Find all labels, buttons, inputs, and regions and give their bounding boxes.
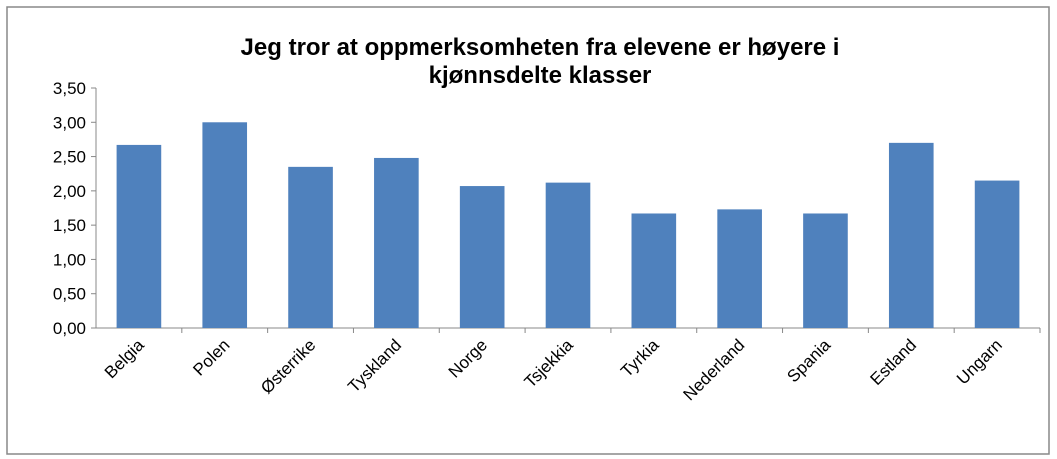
bar [374, 157, 419, 328]
y-tick-label: 1,50 [53, 216, 86, 235]
bar [717, 209, 762, 328]
bar [288, 166, 333, 328]
chart-border [6, 6, 1050, 455]
y-tick-label: 0,00 [53, 319, 86, 338]
bar [631, 213, 677, 328]
y-tick-label: 0,50 [53, 285, 86, 304]
y-tick-label: 3,50 [53, 79, 86, 98]
bar [545, 182, 591, 328]
y-tick-label: 2,00 [53, 182, 86, 201]
bar [888, 142, 934, 328]
y-tick-label: 1,00 [53, 250, 86, 269]
bar [803, 213, 848, 328]
y-tick-label: 2,50 [53, 148, 86, 167]
bar [459, 186, 505, 328]
chart-title: Jeg tror at oppmerksomheten fra elevene … [240, 34, 840, 89]
bar [116, 144, 162, 328]
y-tick-label: 3,00 [53, 113, 86, 132]
bar [202, 122, 248, 329]
bar [974, 180, 1020, 328]
